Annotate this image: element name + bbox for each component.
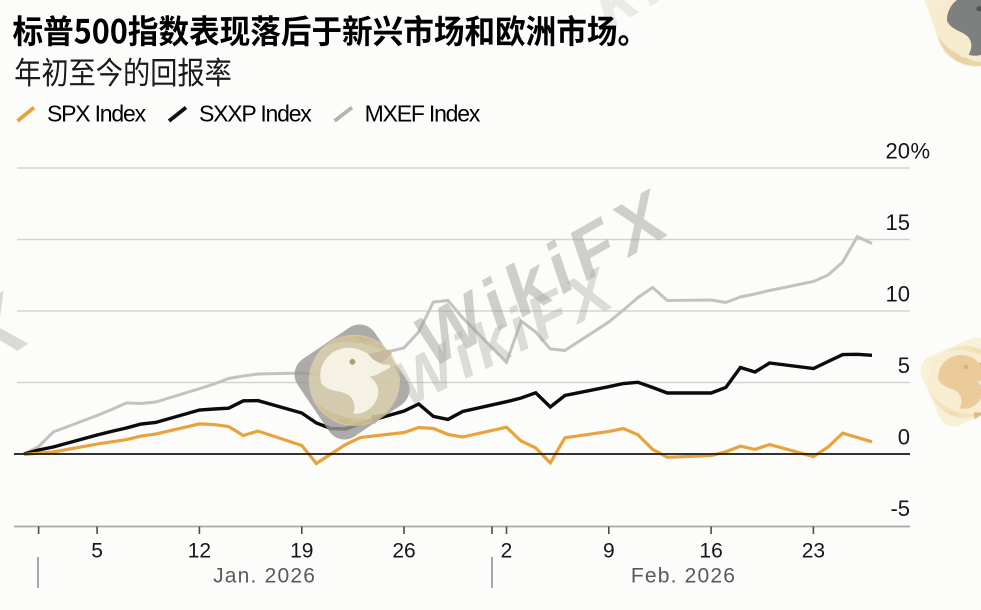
svg-text:-5: -5 (890, 496, 910, 521)
svg-text:5: 5 (898, 353, 910, 378)
svg-text:SXXP Index: SXXP Index (199, 101, 312, 127)
svg-text:Jan. 2026: Jan. 2026 (213, 565, 316, 588)
svg-text:12: 12 (188, 540, 211, 563)
svg-text:0: 0 (898, 425, 910, 450)
svg-text:5: 5 (91, 540, 103, 563)
svg-text:16: 16 (699, 540, 722, 563)
svg-text:20: 20 (886, 139, 910, 164)
svg-text:15: 15 (886, 210, 910, 235)
svg-text:10: 10 (886, 282, 910, 307)
svg-text:Feb. 2026: Feb. 2026 (631, 565, 736, 588)
svg-text:MXEF Index: MXEF Index (365, 101, 481, 127)
svg-text:%: % (911, 139, 931, 164)
svg-text:SPX Index: SPX Index (47, 101, 147, 127)
svg-text:26: 26 (392, 540, 415, 563)
svg-text:9: 9 (603, 540, 615, 563)
svg-text:23: 23 (802, 540, 825, 563)
svg-text:2: 2 (501, 540, 513, 563)
svg-text:19: 19 (290, 540, 313, 563)
